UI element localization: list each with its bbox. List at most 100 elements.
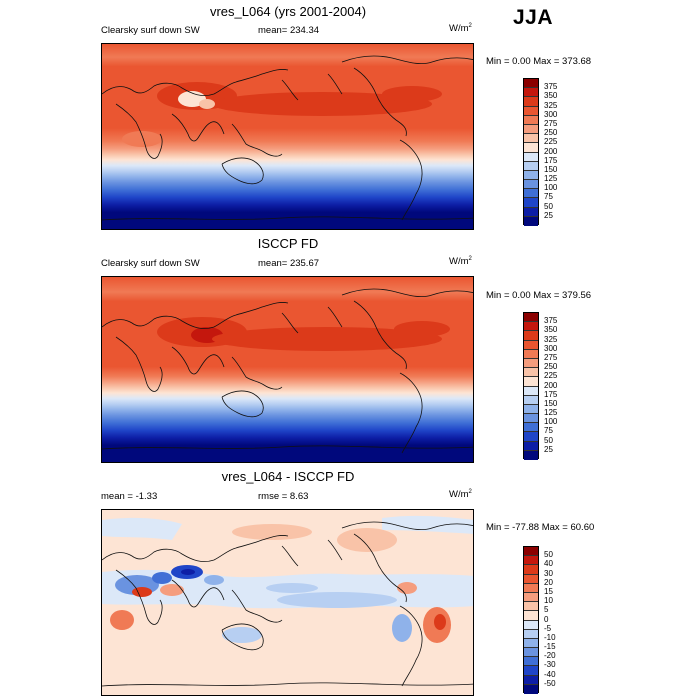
- colorbar-tick-label: -20: [544, 651, 556, 661]
- units-label: W/m2: [449, 489, 472, 501]
- colorbar-segment: [524, 675, 538, 685]
- colorbar-segment: [524, 189, 538, 199]
- variable-label: Clearsky surf down SW: [101, 25, 200, 36]
- colorbar-segment: [524, 629, 538, 639]
- colorbar-tick-label: 125: [544, 408, 558, 418]
- colorbar-segment: [524, 349, 538, 359]
- colorbar-segment: [524, 152, 538, 162]
- colorbar-segment: [524, 143, 538, 153]
- colorbar-segment: [524, 180, 538, 190]
- colorbar-tick-label: -10: [544, 632, 556, 642]
- colorbar-segment: [524, 583, 538, 593]
- colorbar-labels-diff: 50 40 30 20 15 10 5 0 -5 -10 -15 -20 -30 -40 -50: [544, 546, 574, 693]
- colorbar-tick-label: 75: [544, 426, 553, 436]
- colorbar-segment: [524, 556, 538, 566]
- colorbar-segment: [524, 404, 538, 415]
- colorbar-tick-label: 250: [544, 128, 558, 138]
- colorbar-tick-label: 100: [544, 417, 558, 427]
- colorbar-tick-label: 300: [544, 343, 558, 353]
- colorbar-tick-label: 20: [544, 577, 553, 587]
- min-max-label: Min = -77.88 Max = 60.60: [486, 522, 595, 533]
- colorbar-segment: [524, 124, 538, 135]
- colorbar-segment: [524, 368, 538, 378]
- variable-label: Clearsky surf down SW: [101, 258, 200, 269]
- colorbar-tick-label: 5: [544, 605, 549, 615]
- colorbar-segment: [524, 207, 538, 217]
- colorbar-tick-label: 25: [544, 444, 553, 454]
- colorbar-segment: [524, 198, 538, 208]
- colorbar-tick-label: 50: [544, 201, 553, 211]
- colorbar-tick-label: 150: [544, 164, 558, 174]
- colorbar-segment: [524, 450, 538, 460]
- colorbar-tick-label: 275: [544, 352, 558, 362]
- colorbar-tick-label: 175: [544, 155, 558, 165]
- colorbar-segment: [524, 322, 538, 332]
- colorbar-tick-label: -5: [544, 623, 552, 633]
- obs-map: [101, 276, 474, 463]
- min-max-label: Min = 0.00 Max = 379.56: [486, 290, 592, 301]
- colorbar-tick-label: -50: [544, 678, 556, 688]
- difference-map: [101, 509, 474, 696]
- colorbar-tick-label: 100: [544, 183, 558, 193]
- colorbar-tick-label: -40: [544, 669, 556, 679]
- colorbar-tick-label: 0: [544, 614, 549, 624]
- colorbar-tick-label: 325: [544, 334, 558, 344]
- colorbar-segment: [524, 395, 538, 405]
- colorbar-tick-label: 200: [544, 146, 558, 156]
- colorbar-tick-label: 225: [544, 371, 558, 381]
- colorbar-segment: [524, 331, 538, 341]
- colorbar-segment: [524, 106, 538, 116]
- colorbar-tick-label: 50: [544, 435, 553, 445]
- colorbar-tick-label: 125: [544, 174, 558, 184]
- colorbar-segment: [524, 377, 538, 387]
- colorbar-segment: [524, 611, 538, 621]
- colorbar-segment: [524, 574, 538, 584]
- min-max-label: Min = 0.00 Max = 373.68: [486, 56, 592, 67]
- colorbar-tick-label: 250: [544, 362, 558, 372]
- mean-label: mean= 234.34: [258, 25, 320, 36]
- colorbar-segment: [524, 313, 538, 323]
- colorbar-segment: [524, 684, 538, 694]
- colorbar-segment: [524, 161, 538, 171]
- colorbar-segment: [524, 565, 538, 575]
- units-label: W/m2: [449, 256, 472, 268]
- colorbar-segment: [524, 358, 538, 369]
- model-map: [101, 43, 474, 230]
- colorbar-tick-label: 10: [544, 596, 553, 606]
- colorbar-labels-model: 375 350 325 300 275 250 225 200 175 150 125 100 75 50…: [544, 78, 574, 225]
- colorbar-tick-label: 375: [544, 82, 558, 92]
- colorbar-segment: [524, 657, 538, 667]
- panel-title: vres_L064 - ISCCP FD: [221, 469, 355, 484]
- colorbar-tick-label: 350: [544, 325, 558, 335]
- colorbar-segment: [524, 134, 538, 144]
- season-label: JJA: [513, 6, 554, 29]
- colorbar-segment: [524, 602, 538, 612]
- colorbar-tick-label: 200: [544, 380, 558, 390]
- colorbar-segment: [524, 423, 538, 433]
- colorbar-tick-label: 275: [544, 118, 558, 128]
- mean-label: mean = -1.33: [101, 491, 158, 502]
- colorbar-tick-label: 150: [544, 398, 558, 408]
- colorbar-segment: [524, 441, 538, 451]
- colorbar-segment: [524, 386, 538, 396]
- colorbar-segment: [524, 666, 538, 676]
- colorbar-segment: [524, 648, 538, 658]
- colorbar-segment: [524, 115, 538, 125]
- colorbar-segment: [524, 620, 538, 630]
- colorbar-segment: [524, 79, 538, 89]
- rmse-label: rmse = 8.63: [258, 491, 309, 502]
- colorbar-segment: [524, 88, 538, 98]
- colorbar-model: [523, 78, 539, 226]
- colorbar-obs: [523, 312, 539, 460]
- colorbar-segment: [524, 432, 538, 442]
- colorbar-segment: [524, 170, 538, 181]
- colorbar-segment: [524, 592, 538, 603]
- colorbar-segment: [524, 97, 538, 107]
- colorbar-tick-label: -30: [544, 660, 556, 670]
- colorbar-tick-label: 175: [544, 389, 558, 399]
- colorbar-tick-label: 25: [544, 210, 553, 220]
- colorbar-tick-label: 40: [544, 559, 553, 569]
- colorbar-segment: [524, 638, 538, 649]
- colorbar-tick-label: 50: [544, 550, 553, 560]
- colorbar-tick-label: 300: [544, 109, 558, 119]
